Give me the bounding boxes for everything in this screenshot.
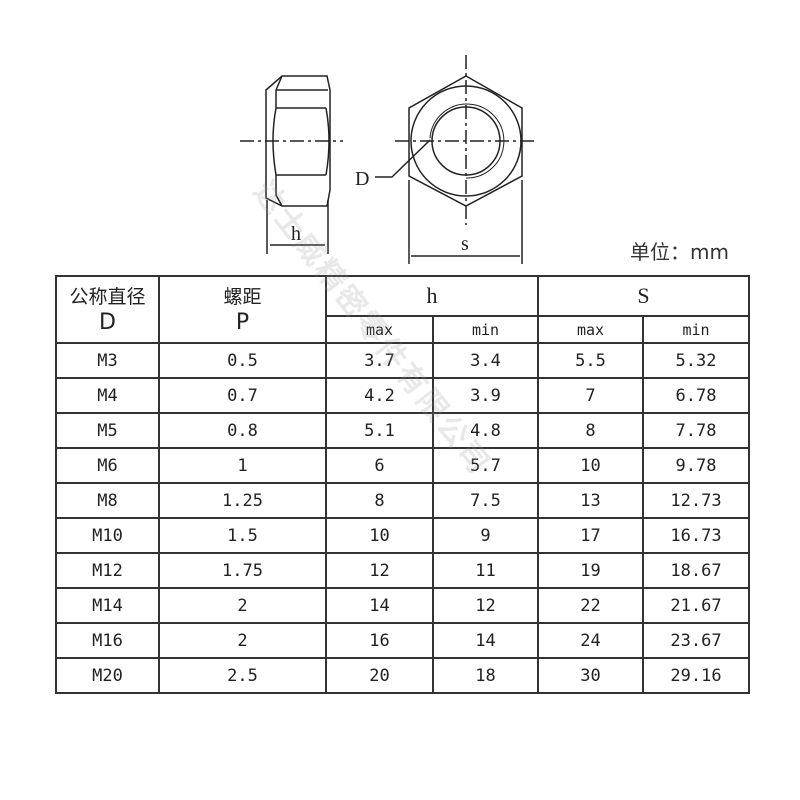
cell-h-max: 12 xyxy=(325,552,434,589)
cell-p: 2 xyxy=(158,587,327,624)
cell-s-max: 8 xyxy=(537,412,644,449)
cell-h-max: 3.7 xyxy=(325,342,434,379)
table-row: M6 1 6 5.7 10 9.78 xyxy=(55,447,750,484)
cell-h-min: 11 xyxy=(432,552,539,589)
unit-label: 单位：mm xyxy=(630,240,729,264)
header-s: S xyxy=(537,275,750,317)
cell-h-min: 3.9 xyxy=(432,377,539,414)
nut-drawing: h s D xyxy=(240,55,537,264)
cell-d: M16 xyxy=(55,622,160,659)
cell-d: M14 xyxy=(55,587,160,624)
cell-h-min: 4.8 xyxy=(432,412,539,449)
cell-h-min: 14 xyxy=(432,622,539,659)
cell-s-max: 7 xyxy=(537,377,644,414)
header-h: h xyxy=(325,275,539,317)
table-row: M16 2 16 14 24 23.67 xyxy=(55,622,750,659)
table-row: M12 1.75 12 11 19 18.67 xyxy=(55,552,750,589)
table-row: M20 2.5 20 18 30 29.16 xyxy=(55,657,750,694)
cell-s-max: 30 xyxy=(537,657,644,694)
cell-s-min: 21.67 xyxy=(642,587,750,624)
cell-s-max: 17 xyxy=(537,517,644,554)
cell-p: 1 xyxy=(158,447,327,484)
front-view xyxy=(375,55,537,264)
cell-p: 1.5 xyxy=(158,517,327,554)
cell-s-min: 9.78 xyxy=(642,447,750,484)
cell-s-max: 24 xyxy=(537,622,644,659)
cell-d: M6 xyxy=(55,447,160,484)
cell-h-max: 8 xyxy=(325,482,434,519)
cell-s-max: 19 xyxy=(537,552,644,589)
cell-h-max: 16 xyxy=(325,622,434,659)
cell-d: M5 xyxy=(55,412,160,449)
cell-h-max: 10 xyxy=(325,517,434,554)
cell-p: 2.5 xyxy=(158,657,327,694)
cell-s-min: 5.32 xyxy=(642,342,750,379)
cell-p: 0.8 xyxy=(158,412,327,449)
cell-h-max: 4.2 xyxy=(325,377,434,414)
cell-p: 0.7 xyxy=(158,377,327,414)
cell-d: M12 xyxy=(55,552,160,589)
cell-d: M3 xyxy=(55,342,160,379)
header-s-min: min xyxy=(642,315,750,344)
cell-s-min: 12.73 xyxy=(642,482,750,519)
cell-s-min: 18.67 xyxy=(642,552,750,589)
cell-h-max: 20 xyxy=(325,657,434,694)
cell-p: 2 xyxy=(158,622,327,659)
table-row: M8 1.25 8 7.5 13 12.73 xyxy=(55,482,750,519)
cell-s-min: 7.78 xyxy=(642,412,750,449)
cell-h-min: 18 xyxy=(432,657,539,694)
cell-h-min: 9 xyxy=(432,517,539,554)
cell-h-min: 12 xyxy=(432,587,539,624)
cell-d: M20 xyxy=(55,657,160,694)
cell-p: 1.75 xyxy=(158,552,327,589)
s-dimension-label: s xyxy=(461,233,469,255)
cell-h-min: 3.4 xyxy=(432,342,539,379)
cell-d: M10 xyxy=(55,517,160,554)
cell-d: M4 xyxy=(55,377,160,414)
table-row: M5 0.8 5.1 4.8 8 7.78 xyxy=(55,412,750,449)
d-dimension-label: D xyxy=(355,168,369,190)
cell-s-max: 10 xyxy=(537,447,644,484)
cell-p: 1.25 xyxy=(158,482,327,519)
header-h-min: min xyxy=(432,315,539,344)
side-view xyxy=(240,75,343,254)
cell-s-max: 5.5 xyxy=(537,342,644,379)
cell-s-min: 6.78 xyxy=(642,377,750,414)
cell-d: M8 xyxy=(55,482,160,519)
cell-h-min: 7.5 xyxy=(432,482,539,519)
table-row: M14 2 14 12 22 21.67 xyxy=(55,587,750,624)
cell-s-min: 23.67 xyxy=(642,622,750,659)
cell-s-max: 13 xyxy=(537,482,644,519)
cell-h-max: 14 xyxy=(325,587,434,624)
header-s-max: max xyxy=(537,315,644,344)
cell-s-max: 22 xyxy=(537,587,644,624)
cell-h-max: 5.1 xyxy=(325,412,434,449)
cell-p: 0.5 xyxy=(158,342,327,379)
cell-h-max: 6 xyxy=(325,447,434,484)
cell-s-min: 29.16 xyxy=(642,657,750,694)
h-dimension-label: h xyxy=(291,223,301,245)
header-nominal-diameter: 公称直径 D xyxy=(55,275,160,344)
cell-s-min: 16.73 xyxy=(642,517,750,554)
table-row: M10 1.5 10 9 17 16.73 xyxy=(55,517,750,554)
header-pitch: 螺距 P xyxy=(158,275,327,344)
table-row: M4 0.7 4.2 3.9 7 6.78 xyxy=(55,377,750,414)
table-row: M3 0.5 3.7 3.4 5.5 5.32 xyxy=(55,342,750,379)
header-h-max: max xyxy=(325,315,434,344)
cell-h-min: 5.7 xyxy=(432,447,539,484)
dimension-table: 公称直径 D 螺距 P h S max min max min M3 0.5 3.7 3.… xyxy=(55,275,750,694)
